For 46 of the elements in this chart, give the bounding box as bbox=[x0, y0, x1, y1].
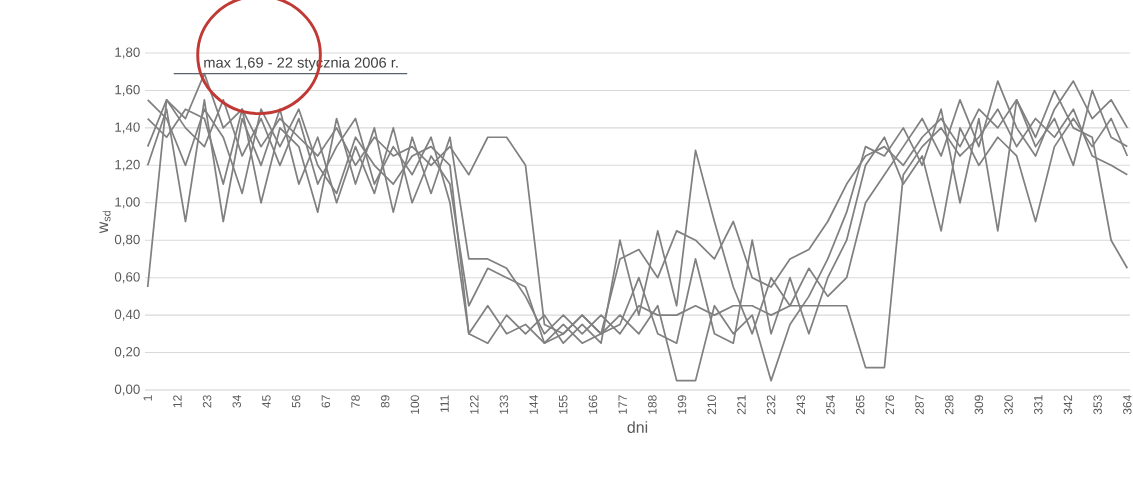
x-tick-label: 276 bbox=[885, 395, 895, 415]
x-tick-label: 177 bbox=[618, 395, 627, 414]
x-tick-label: 144 bbox=[529, 395, 538, 414]
x-tick-label: 232 bbox=[766, 395, 776, 415]
x-tick-label: 243 bbox=[796, 395, 806, 415]
y-tick-label: 1,00 bbox=[115, 197, 140, 209]
x-tick-label: 78 bbox=[351, 395, 360, 408]
y-tick-label: 1,20 bbox=[115, 159, 140, 171]
x-tick-label: 89 bbox=[380, 395, 390, 408]
x-tick-label: 45 bbox=[262, 395, 271, 408]
x-tick-label: 155 bbox=[559, 395, 568, 414]
x-tick-label: 133 bbox=[499, 395, 509, 414]
y-axis-title: w$_{sd}$ bbox=[99, 211, 111, 234]
y-tick-label: 1,80 bbox=[115, 47, 140, 59]
x-tick-label: 34 bbox=[232, 395, 242, 408]
x-tick-label: 221 bbox=[737, 395, 746, 415]
y-tick-label: 1,60 bbox=[115, 84, 140, 96]
y-tick-label: 0,40 bbox=[114, 309, 140, 321]
x-tick-label: 199 bbox=[677, 395, 687, 414]
x-tick-label: 364 bbox=[1123, 395, 1132, 415]
x-tick-label: 166 bbox=[588, 395, 598, 414]
x-tick-label: 100 bbox=[410, 395, 420, 414]
x-tick-label: 12 bbox=[173, 395, 182, 408]
x-tick-label: 56 bbox=[291, 395, 301, 408]
y-tick-label: 0,20 bbox=[114, 347, 140, 359]
x-tick-label: 23 bbox=[202, 395, 212, 408]
x-tick-label: 111 bbox=[440, 395, 449, 413]
x-tick-label: 342 bbox=[1063, 395, 1073, 415]
y-tick-label: 0,80 bbox=[114, 234, 140, 246]
x-tick-label: 67 bbox=[321, 395, 331, 408]
x-tick-label: 265 bbox=[855, 395, 865, 415]
x-tick-label: 210 bbox=[707, 395, 716, 415]
x-tick-label: 353 bbox=[1093, 395, 1102, 415]
x-tick-label: 1 bbox=[143, 395, 152, 401]
x-tick-label: 298 bbox=[944, 395, 954, 415]
y-tick-label: 0,60 bbox=[114, 272, 140, 284]
x-tick-label: 287 bbox=[915, 395, 924, 415]
x-tick-label: 122 bbox=[470, 395, 479, 414]
x-tick-label: 331 bbox=[1034, 395, 1043, 415]
y-tick-label: 1,40 bbox=[115, 122, 140, 134]
x-tick-label: 254 bbox=[826, 395, 835, 415]
x-tick-label: 320 bbox=[1004, 395, 1013, 415]
x-axis-title: dni bbox=[627, 421, 648, 433]
x-tick-label: 188 bbox=[648, 395, 657, 414]
x-tick-label: 309 bbox=[974, 395, 984, 415]
y-tick-label: 0,00 bbox=[114, 384, 140, 396]
